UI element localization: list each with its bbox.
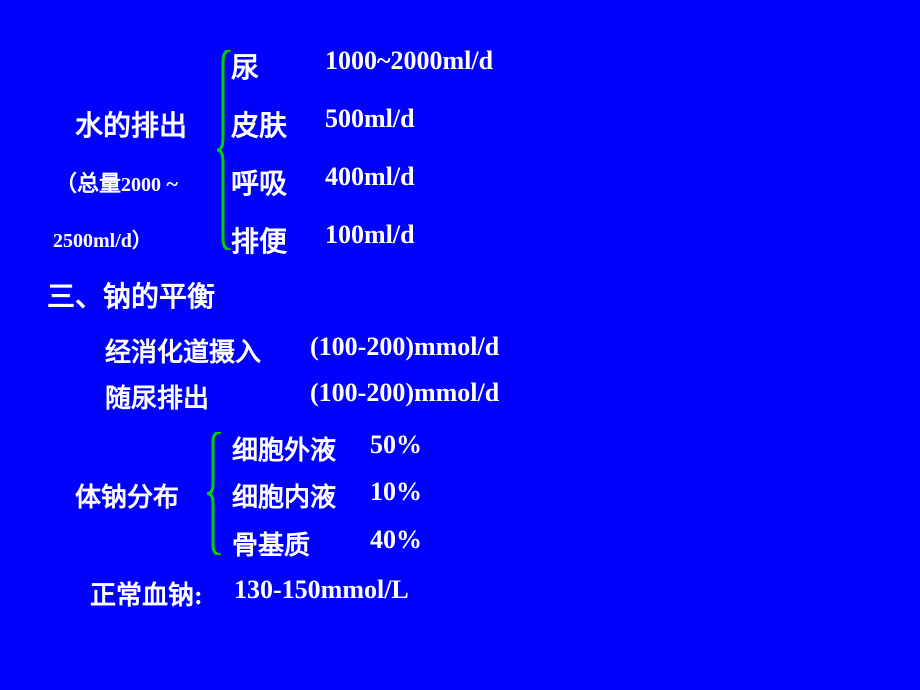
water-output-title: 水的排出: [75, 104, 187, 144]
water-item-stool-label: 排便: [231, 220, 287, 260]
normal-sodium-label: 正常血钠:: [90, 575, 203, 612]
water-item-urine-label: 尿: [231, 46, 259, 86]
dist-icf-label: 细胞内液: [232, 477, 336, 514]
dist-ecf-label: 细胞外液: [232, 430, 336, 467]
dist-bone-value: 40%: [370, 525, 422, 555]
bracket-sodium-dist: [207, 432, 221, 555]
sodium-excrete-value: (100-200)mmol/d: [310, 378, 499, 408]
water-item-skin-label: 皮肤: [231, 104, 287, 144]
sodium-excrete-label: 随尿排出: [105, 378, 209, 415]
sodium-intake-label: 经消化道摄入: [105, 332, 261, 369]
bracket-water-output: [217, 50, 231, 250]
section3-heading: 三、钠的平衡: [47, 275, 215, 315]
dist-title: 体钠分布: [75, 477, 179, 514]
water-item-breath-value: 400ml/d: [325, 162, 415, 192]
water-total-line1: （总量2000 ~: [55, 166, 178, 198]
water-item-stool-value: 100ml/d: [325, 220, 415, 250]
water-total-line2: 2500ml/d）: [53, 224, 152, 253]
dist-bone-label: 骨基质: [232, 525, 310, 562]
dist-icf-value: 10%: [370, 477, 422, 507]
sodium-intake-value: (100-200)mmol/d: [310, 332, 499, 362]
dist-ecf-value: 50%: [370, 430, 422, 460]
normal-sodium-value: 130-150mmol/L: [234, 575, 409, 605]
water-item-breath-label: 呼吸: [231, 162, 287, 202]
water-item-urine-value: 1000~2000ml/d: [325, 46, 493, 76]
water-item-skin-value: 500ml/d: [325, 104, 415, 134]
